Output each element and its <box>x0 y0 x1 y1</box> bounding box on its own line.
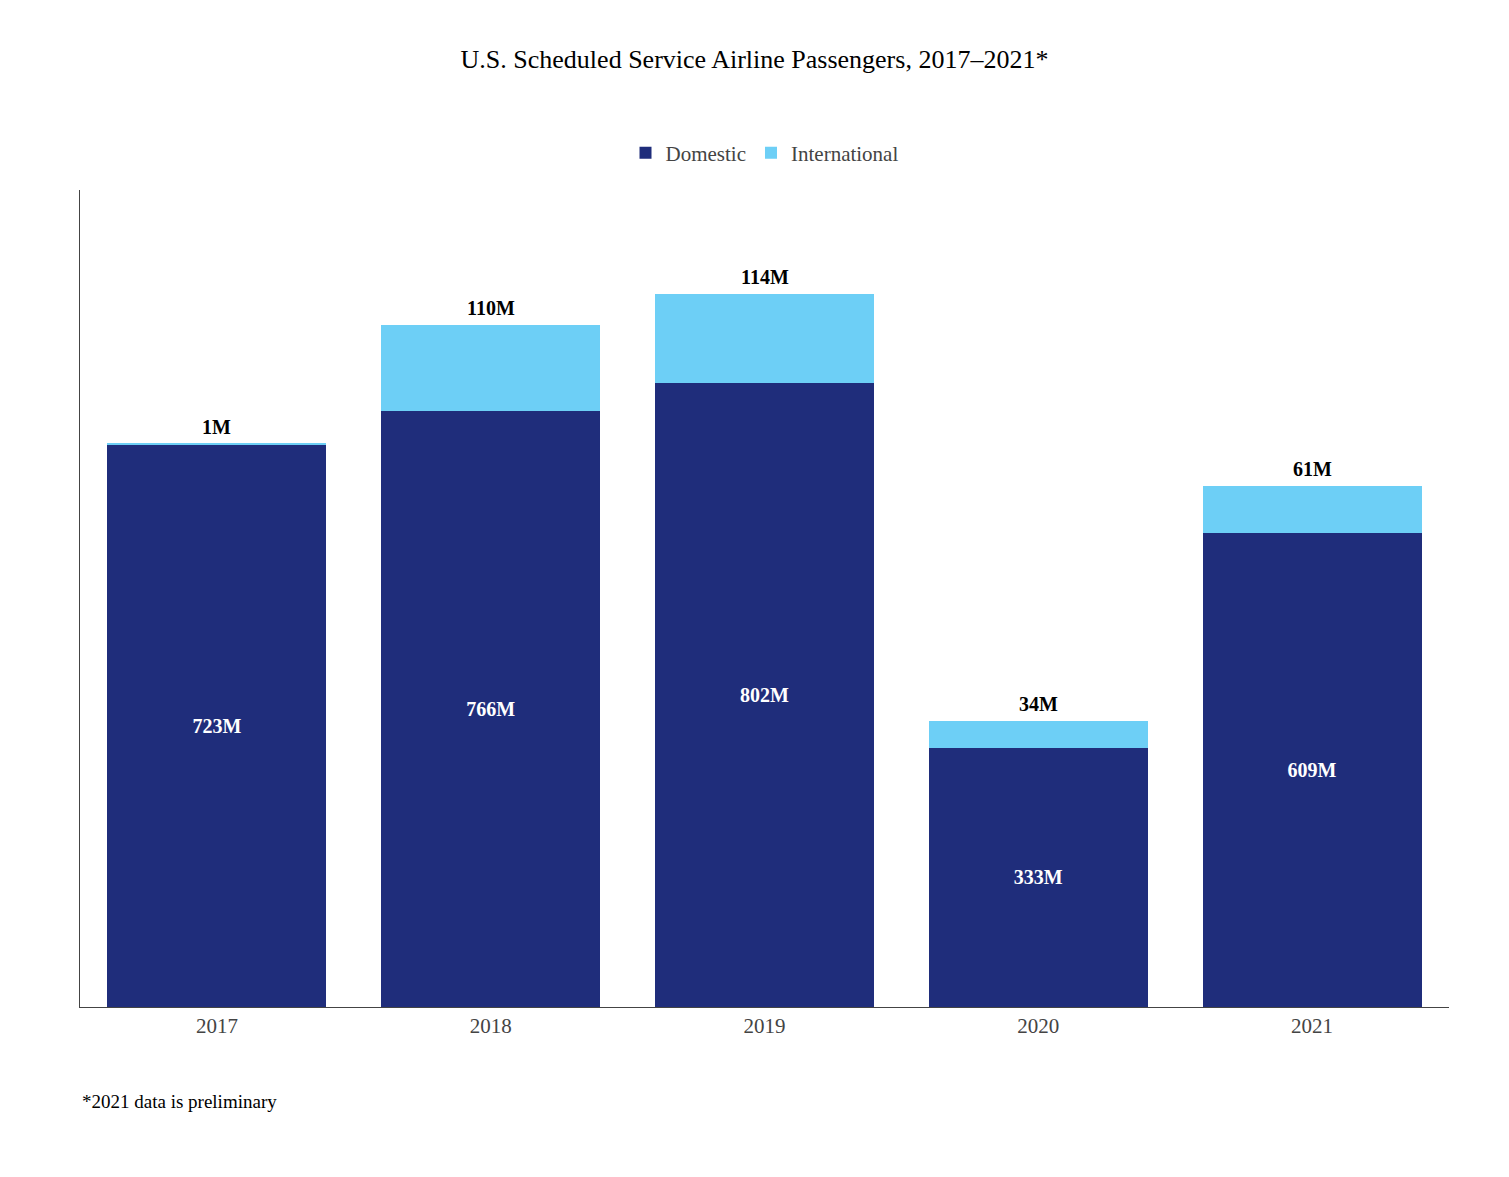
svg-text:609M: 609M <box>1288 759 1337 781</box>
svg-text:2019: 2019 <box>744 1014 786 1038</box>
svg-text:333M: 333M <box>1014 866 1063 888</box>
svg-text:*2021 data is preliminary: *2021 data is preliminary <box>82 1091 277 1112</box>
svg-text:61M: 61M <box>1293 458 1332 480</box>
svg-text:2017: 2017 <box>196 1014 238 1038</box>
svg-text:U.S. Scheduled Service Airline: U.S. Scheduled Service Airline Passenger… <box>461 45 1049 74</box>
svg-text:2018: 2018 <box>470 1014 512 1038</box>
svg-text:2020: 2020 <box>1017 1014 1059 1038</box>
svg-text:1M: 1M <box>202 416 231 438</box>
svg-text:114M: 114M <box>741 266 789 288</box>
svg-text:34M: 34M <box>1019 693 1058 715</box>
svg-text:110M: 110M <box>467 297 515 319</box>
svg-text:802M: 802M <box>740 684 789 706</box>
svg-text:2021: 2021 <box>1291 1014 1333 1038</box>
svg-text:International: International <box>791 142 898 166</box>
svg-text:723M: 723M <box>192 715 241 737</box>
svg-text:Domestic: Domestic <box>666 142 746 166</box>
svg-text:766M: 766M <box>466 698 515 720</box>
